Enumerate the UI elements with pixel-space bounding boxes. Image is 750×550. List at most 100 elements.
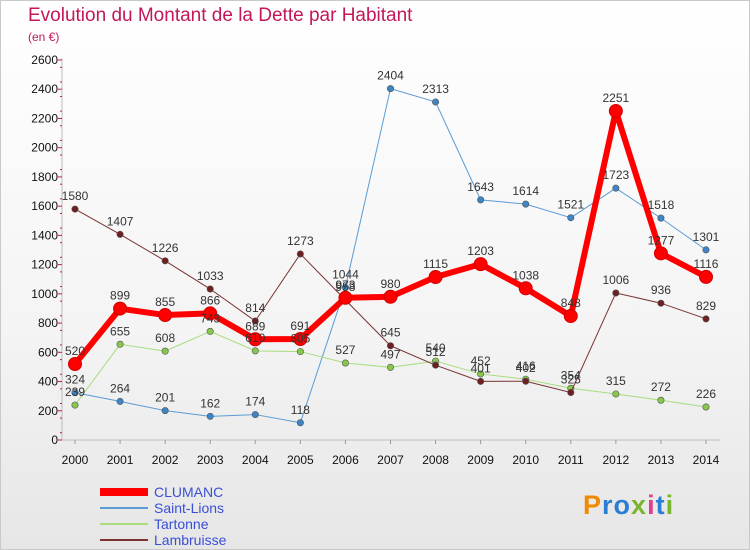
data-label-lambruisse: 1407 xyxy=(107,214,134,228)
data-label-clumanc: 848 xyxy=(561,296,581,310)
data-label-lambruisse: 325 xyxy=(561,373,581,387)
data-label-clumanc: 855 xyxy=(155,295,175,309)
x-tick-label: 2004 xyxy=(242,453,269,467)
data-label-lambruisse: 958 xyxy=(335,280,355,294)
data-label-lambruisse: 814 xyxy=(245,301,265,315)
data-point-clumanc xyxy=(428,270,443,285)
y-tick-label: 1600 xyxy=(31,199,58,213)
chart-title: Evolution du Montant de la Dette par Hab… xyxy=(28,5,413,26)
x-tick-label: 2007 xyxy=(377,453,404,467)
data-label-saint-lions: 1643 xyxy=(467,180,494,194)
data-label-saint-lions: 1301 xyxy=(693,230,720,244)
data-label-saint-lions: 201 xyxy=(155,391,175,405)
data-label-clumanc: 866 xyxy=(200,293,220,307)
data-label-saint-lions: 2313 xyxy=(422,82,449,96)
y-tick-label: 400 xyxy=(38,375,58,389)
data-point-clumanc xyxy=(203,306,218,321)
chart-subtitle: (en €) xyxy=(28,30,60,44)
data-label-saint-lions: 1518 xyxy=(648,198,675,212)
data-label-tartonne: 226 xyxy=(696,387,716,401)
legend-item-tartonne: Tartonne xyxy=(100,516,226,532)
data-label-saint-lions: 1614 xyxy=(512,184,539,198)
data-point-lambruisse xyxy=(432,361,440,369)
data-point-saint-lions xyxy=(522,200,530,208)
legend-label-tartonne: Tartonne xyxy=(154,516,209,532)
data-point-clumanc xyxy=(473,257,488,272)
data-point-clumanc xyxy=(383,289,398,304)
y-tick-label: 2400 xyxy=(31,82,58,96)
data-point-saint-lions xyxy=(477,196,485,204)
data-label-tartonne: 610 xyxy=(245,331,265,345)
x-tick-label: 2013 xyxy=(648,453,675,467)
logo-letter: t xyxy=(655,490,666,520)
data-point-clumanc xyxy=(68,357,82,371)
data-label-lambruisse: 936 xyxy=(651,283,671,297)
data-point-tartonne xyxy=(702,403,710,411)
data-label-tartonne: 608 xyxy=(155,331,175,345)
data-label-saint-lions: 1521 xyxy=(557,198,584,212)
data-point-tartonne xyxy=(161,347,169,355)
data-point-saint-lions xyxy=(116,397,124,405)
y-tick-label: 200 xyxy=(38,404,58,418)
data-point-clumanc xyxy=(158,308,173,323)
legend-swatch-lambruisse xyxy=(100,539,148,541)
data-label-clumanc: 1203 xyxy=(467,244,494,258)
data-label-tartonne: 315 xyxy=(606,374,626,388)
data-label-lambruisse: 1033 xyxy=(197,269,224,283)
data-point-lambruisse xyxy=(702,315,710,323)
legend: CLUMANC Saint-Lions Tartonne Lambruisse xyxy=(100,484,226,548)
data-label-clumanc: 1115 xyxy=(423,257,448,271)
data-label-clumanc: 980 xyxy=(380,277,400,291)
logo-letter: i xyxy=(647,490,656,520)
x-tick-label: 2000 xyxy=(62,453,89,467)
data-point-tartonne xyxy=(612,390,620,398)
data-label-lambruisse: 1273 xyxy=(287,234,314,248)
proxiti-logo: Proxiti xyxy=(583,490,674,521)
legend-label-saint-lions: Saint-Lions xyxy=(154,500,225,516)
data-label-tartonne: 416 xyxy=(516,359,536,373)
data-label-tartonne: 239 xyxy=(65,385,85,399)
data-label-tartonne: 540 xyxy=(426,341,446,355)
data-point-saint-lions xyxy=(341,283,349,291)
legend-label-clumanc: CLUMANC xyxy=(154,484,224,500)
logo-letter: x xyxy=(631,490,648,520)
y-tick-label: 1000 xyxy=(31,287,58,301)
y-tick-label: 2000 xyxy=(31,141,58,155)
data-point-lambruisse xyxy=(116,230,124,238)
data-label-lambruisse: 402 xyxy=(516,361,536,375)
legend-item-saint-lions: Saint-Lions xyxy=(100,500,226,516)
legend-item-clumanc: CLUMANC xyxy=(100,484,226,500)
legend-swatch-saint-lions xyxy=(100,507,148,509)
data-label-tartonne: 655 xyxy=(110,324,130,338)
x-tick-label: 2002 xyxy=(152,453,179,467)
data-label-lambruisse: 512 xyxy=(426,345,446,359)
logo-letter: o xyxy=(613,490,632,520)
data-point-saint-lions xyxy=(251,411,259,419)
data-label-tartonne: 527 xyxy=(335,343,355,357)
data-point-tartonne xyxy=(386,363,394,371)
data-point-clumanc xyxy=(338,290,353,305)
x-tick-label: 2006 xyxy=(332,453,359,467)
data-point-clumanc xyxy=(653,246,668,261)
legend-item-lambruisse: Lambruisse xyxy=(100,532,226,548)
data-point-clumanc xyxy=(518,281,533,296)
data-label-lambruisse: 645 xyxy=(380,326,400,340)
x-tick-label: 2001 xyxy=(107,453,134,467)
data-label-saint-lions: 118 xyxy=(291,403,310,417)
x-tick-label: 2010 xyxy=(512,453,539,467)
data-label-clumanc: 1116 xyxy=(694,257,719,271)
data-point-clumanc xyxy=(113,301,128,316)
data-label-saint-lions: 2404 xyxy=(377,69,404,83)
data-label-clumanc: 691 xyxy=(290,319,310,333)
data-point-lambruisse xyxy=(251,317,259,325)
data-label-tartonne: 743 xyxy=(200,311,220,325)
x-tick-label: 2011 xyxy=(558,453,584,467)
series-layer xyxy=(68,85,713,427)
data-point-tartonne xyxy=(477,370,485,378)
data-point-clumanc xyxy=(699,269,713,284)
data-point-saint-lions xyxy=(161,407,169,415)
data-point-clumanc xyxy=(248,332,263,347)
data-point-tartonne xyxy=(116,340,124,348)
y-tick-label: 2200 xyxy=(31,111,58,125)
